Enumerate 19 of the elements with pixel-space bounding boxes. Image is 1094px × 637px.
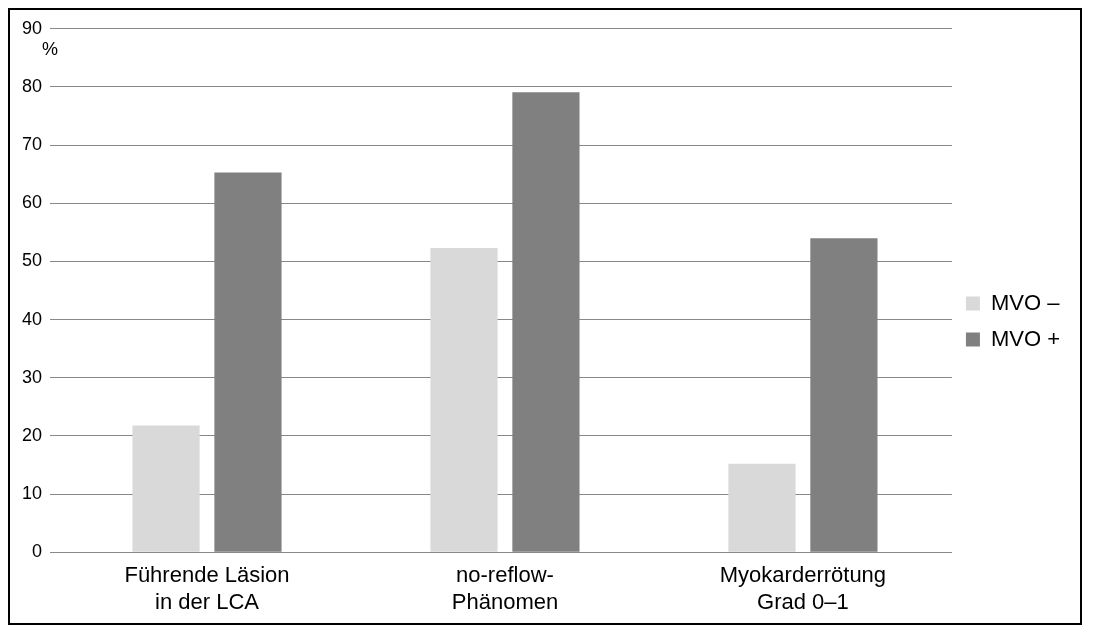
y-tick-label: 10 bbox=[21, 483, 43, 504]
x-tick-label: Myokarderrötung Grad 0–1 bbox=[719, 562, 887, 614]
legend-label: MVO – bbox=[990, 289, 1061, 315]
y-axis-title: % bbox=[42, 38, 59, 59]
x-tick-label: no-reflow- Phänomen bbox=[451, 562, 559, 614]
y-tick-label: 40 bbox=[21, 308, 43, 329]
x-tick-label: Führende Läsion in der LCA bbox=[124, 562, 290, 614]
y-tick-label: 50 bbox=[21, 250, 43, 271]
y-tick-label: 80 bbox=[21, 75, 43, 96]
y-tick-label: 90 bbox=[21, 17, 43, 38]
y-tick-label: 0 bbox=[32, 541, 43, 562]
bar bbox=[132, 425, 200, 552]
legend-label: MVO + bbox=[990, 325, 1061, 351]
y-tick-label: 70 bbox=[21, 134, 43, 155]
y-tick-label: 30 bbox=[21, 366, 43, 387]
y-tick-label: 20 bbox=[21, 424, 43, 445]
bar bbox=[430, 248, 498, 552]
bar bbox=[728, 463, 796, 552]
y-tick-label: 60 bbox=[21, 192, 43, 213]
